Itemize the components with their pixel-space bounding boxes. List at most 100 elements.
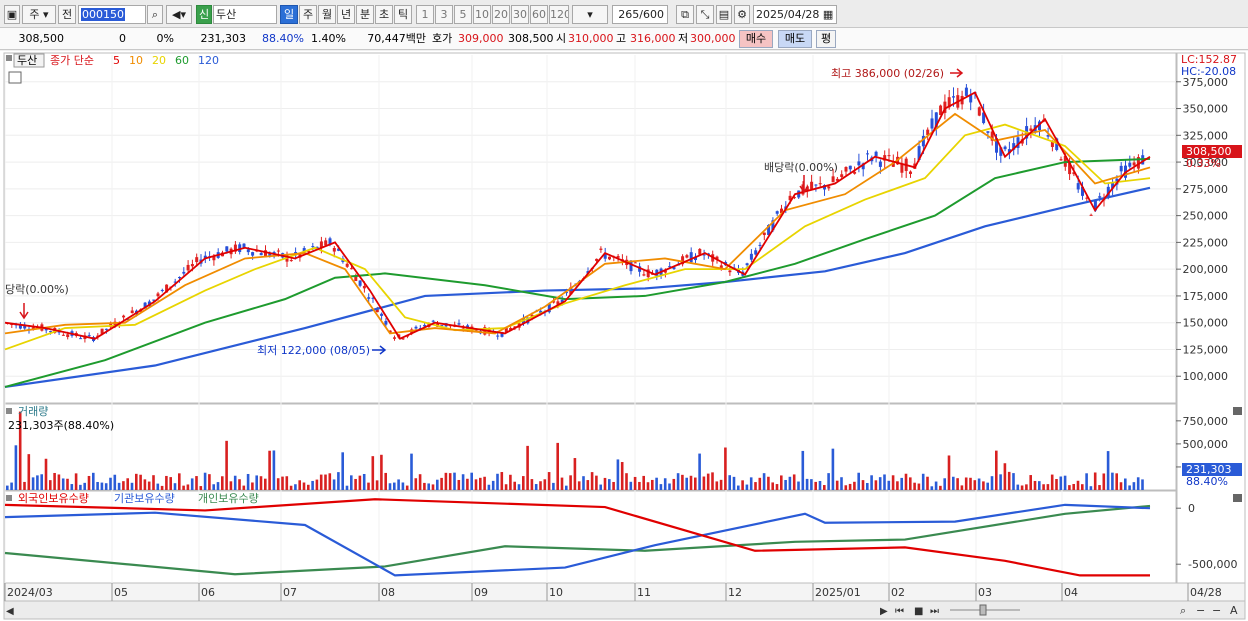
volume-bar [646, 482, 650, 490]
market-select[interactable]: 주 ▾ [22, 5, 56, 24]
candle-body [1093, 200, 1097, 211]
interval-button-10[interactable]: 10 [473, 5, 491, 24]
interval-input[interactable]: ▾ [572, 5, 608, 24]
x-axis-label: 2025/01 [815, 586, 861, 599]
prev-button[interactable]: 전 [58, 5, 76, 24]
window-icon[interactable]: ▣ [4, 5, 20, 24]
volume-bar [706, 473, 710, 490]
candle-body [182, 271, 186, 274]
zoom-search-icon[interactable]: ⌕ [1180, 604, 1186, 617]
search-icon[interactable]: ⌕ [147, 5, 163, 24]
stock-name-field[interactable]: 두산 [213, 5, 277, 24]
candle-icon[interactable]: ⧉ [676, 5, 694, 24]
period-button-0[interactable]: 일 [280, 5, 298, 24]
interval-button-1[interactable]: 1 [416, 5, 434, 24]
volume-bar [883, 474, 886, 490]
volume-bar [831, 448, 835, 490]
interval-button-5[interactable]: 5 [454, 5, 472, 24]
period-button-2[interactable]: 월 [318, 5, 336, 24]
volume-tag-box [1182, 463, 1242, 476]
crosshair-icon[interactable]: ⤡ [696, 5, 714, 24]
code-input[interactable]: 000150 [78, 5, 146, 24]
scroll-left-icon[interactable]: ◀ [6, 606, 14, 617]
text-tool-icon[interactable]: A [1230, 604, 1238, 617]
last-page-icon[interactable]: ⏭ [930, 606, 939, 617]
candle-body [1136, 157, 1140, 169]
candle-body [638, 266, 642, 272]
candle-body [49, 331, 52, 333]
volume-grip-icon[interactable] [6, 408, 12, 414]
candle-body [401, 338, 405, 340]
market-label: 주 [29, 8, 40, 21]
zoom-line-icon[interactable]: − [1212, 604, 1221, 617]
date-input[interactable]: 2025/04/28 ▦ [753, 5, 837, 24]
stop-icon[interactable]: ■ [914, 606, 923, 617]
interval-button-30[interactable]: 30 [511, 5, 529, 24]
interval-button-60[interactable]: 60 [530, 5, 548, 24]
count-input[interactable]: 265/600 [612, 5, 668, 24]
volume-bar [534, 484, 538, 490]
interval-button-3[interactable]: 3 [435, 5, 453, 24]
hc-label: HC:-20.08 [1181, 65, 1236, 78]
candle-body [195, 257, 199, 263]
price-tick-label: 225,000 [1183, 236, 1229, 249]
volume-bar [264, 478, 267, 490]
period-button-6[interactable]: 틱 [394, 5, 412, 24]
sell-button[interactable]: 매도 [778, 30, 812, 48]
volume-bar [358, 475, 362, 490]
candle-body [79, 338, 83, 340]
candle-body [565, 292, 568, 294]
eval-button[interactable]: 평 [816, 30, 836, 48]
volume-bar [711, 472, 714, 490]
volume-bar [302, 482, 306, 490]
volume-bar [242, 485, 246, 490]
candle-body [857, 161, 861, 166]
buy-button[interactable]: 매수 [739, 30, 773, 48]
gear-icon[interactable]: ⚙ [734, 5, 750, 24]
zoom-slider-handle[interactable] [979, 604, 987, 616]
volume-bar [199, 486, 203, 490]
first-page-icon[interactable]: ⏮ [895, 606, 904, 617]
table-icon[interactable] [8, 71, 22, 84]
candle-body [805, 186, 809, 191]
ma-title: 종가 단순 [50, 54, 94, 67]
candle-body [603, 253, 607, 259]
x-axis-label: 04 [1064, 586, 1078, 599]
candle-body [1119, 165, 1123, 172]
holdings-close-icon[interactable] [1233, 494, 1242, 502]
volume-bar [827, 473, 830, 490]
interval-button-20[interactable]: 20 [492, 5, 510, 24]
volume-close-icon[interactable] [1233, 407, 1242, 415]
volume-bar [341, 452, 344, 490]
volume-bar [565, 485, 568, 490]
volume-bar [973, 480, 977, 490]
period-button-3[interactable]: 년 [337, 5, 355, 24]
period-button-1[interactable]: 주 [299, 5, 317, 24]
candle-body [1089, 214, 1093, 216]
speaker-icon[interactable]: ◀▾ [166, 5, 192, 24]
scroll-bar[interactable] [3, 600, 1246, 620]
volume-bar [608, 479, 611, 490]
period-button-5[interactable]: 초 [375, 5, 393, 24]
scroll-right-icon[interactable]: ▶ [880, 606, 888, 617]
candle-body [358, 280, 362, 286]
chart-svg[interactable]: 100,000 125,000 150,000 175,000 200,000 225,0… [0, 51, 1248, 621]
volume-bar [891, 475, 895, 490]
volume-bar [857, 472, 860, 490]
holdings-grip-icon[interactable] [6, 495, 12, 501]
volume-bar [259, 476, 263, 490]
interval-button-120[interactable]: 120 [549, 5, 569, 24]
ask-value: 308,500 [508, 32, 554, 45]
save-icon[interactable]: ▤ [716, 5, 732, 24]
volume-bar [930, 486, 934, 490]
grip-icon[interactable] [6, 55, 12, 61]
volume-bar [556, 442, 559, 490]
volume-bar [315, 479, 319, 490]
candle-body [982, 112, 986, 124]
candle-body [1003, 146, 1007, 150]
zoom-out-icon[interactable]: − [1196, 604, 1205, 617]
volume-bar [182, 485, 185, 490]
volume-bar [117, 482, 121, 490]
volume-bar [109, 477, 112, 490]
period-button-4[interactable]: 분 [356, 5, 374, 24]
